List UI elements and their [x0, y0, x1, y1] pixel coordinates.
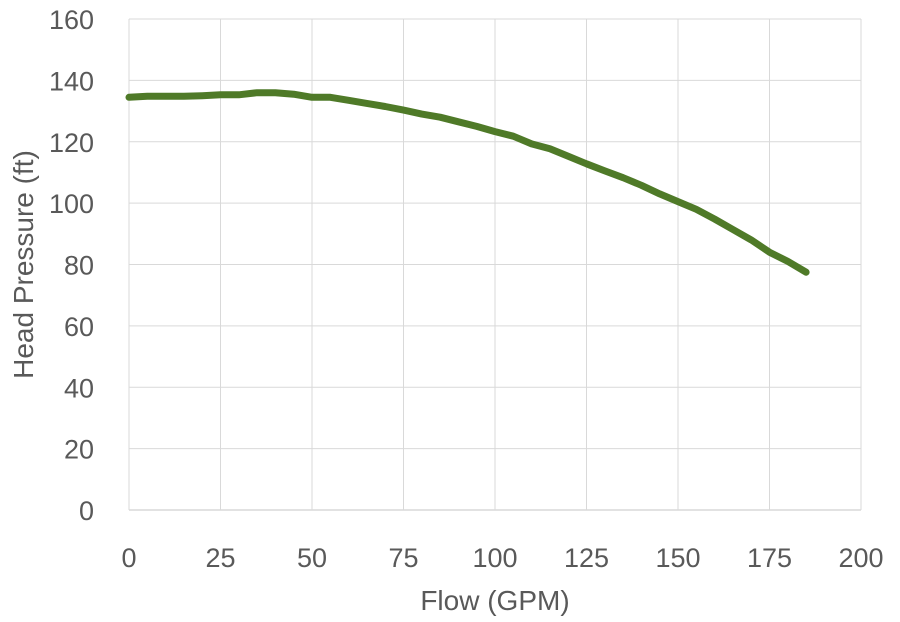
y-tick-label: 0 — [79, 496, 94, 526]
data-point — [274, 92, 276, 94]
data-point — [677, 201, 679, 203]
data-point — [421, 113, 423, 115]
y-tick-label: 60 — [64, 312, 94, 342]
y-tick-label: 80 — [64, 251, 94, 281]
y-axis-title: Head Pressure (ft) — [8, 150, 39, 379]
data-point — [476, 125, 478, 127]
data-point — [403, 109, 404, 111]
x-tick-label: 175 — [747, 543, 792, 573]
y-tick-label: 120 — [49, 128, 94, 158]
data-point — [512, 135, 514, 137]
data-point — [714, 218, 716, 220]
x-tick-label: 125 — [564, 543, 609, 573]
data-point — [128, 96, 130, 98]
series-group — [125, 89, 810, 276]
data-point — [805, 271, 807, 273]
data-point — [769, 251, 770, 253]
x-tick-label: 25 — [205, 543, 235, 573]
data-point — [238, 94, 240, 96]
data-point — [220, 94, 221, 96]
data-point — [695, 208, 697, 210]
x-tick-label: 150 — [655, 543, 700, 573]
data-point — [439, 116, 441, 118]
data-point — [384, 105, 386, 107]
horizontal-gridlines — [129, 18, 861, 450]
data-point — [640, 184, 642, 186]
data-point — [586, 163, 587, 165]
x-tick-label: 200 — [838, 543, 883, 573]
data-point — [256, 92, 258, 94]
data-point — [659, 193, 661, 195]
x-tick-label: 75 — [388, 543, 418, 573]
x-tick-label: 100 — [472, 543, 517, 573]
data-point — [531, 143, 533, 145]
data-point — [622, 177, 624, 179]
data-point — [311, 96, 313, 98]
y-tick-label: 40 — [64, 373, 94, 403]
data-point — [329, 96, 331, 98]
data-point — [604, 170, 606, 172]
x-axis-tick-labels: 0 25 50 75 100 125 150 175 200 — [121, 543, 883, 573]
data-point — [494, 131, 496, 133]
y-tick-label: 160 — [49, 5, 94, 35]
data-point — [457, 121, 459, 123]
y-axis-tick-labels: 0 20 40 60 80 100 120 140 160 — [49, 5, 94, 526]
data-point — [732, 229, 734, 231]
data-point — [165, 95, 167, 97]
data-point — [146, 95, 148, 97]
series-line — [125, 89, 810, 276]
data-point — [348, 99, 350, 101]
y-tick-label: 100 — [49, 189, 94, 219]
y-tick-label: 140 — [49, 66, 94, 96]
x-axis-title: Flow (GPM) — [420, 585, 569, 616]
data-point — [293, 93, 295, 95]
data-point — [183, 95, 185, 97]
data-point — [787, 260, 789, 262]
x-tick-label: 0 — [121, 543, 136, 573]
data-point — [750, 239, 752, 241]
data-point — [201, 95, 203, 97]
y-tick-label: 20 — [64, 435, 94, 465]
x-tick-label: 50 — [297, 543, 327, 573]
data-point — [567, 155, 569, 157]
data-point — [366, 102, 368, 104]
data-point — [549, 148, 551, 150]
